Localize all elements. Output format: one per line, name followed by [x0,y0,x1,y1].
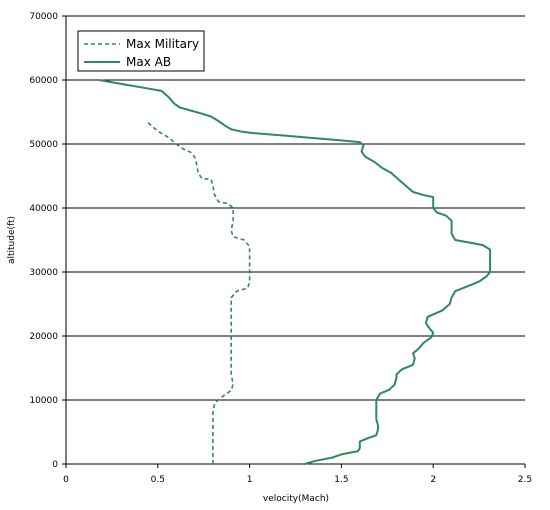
x-tick-label: 1.5 [334,475,348,485]
y-tick-label: 40000 [29,204,58,214]
y-tick-label: 50000 [29,140,58,150]
y-tick-label: 0 [52,460,58,470]
y-axis-title: altitude(ft) [7,216,17,264]
series-line-max-military [146,120,251,464]
legend: Max Military Max AB [77,30,205,72]
series-group [98,79,492,465]
x-tick-label: 0 [63,475,69,485]
x-tick-label: 1 [247,475,253,485]
series-line-max-ab [98,79,492,465]
y-tick-label: 10000 [29,396,58,406]
grid-lines [66,15,525,401]
y-tick-label: 20000 [29,332,58,342]
y-tick-label: 30000 [29,268,58,278]
plot-area [66,16,525,464]
legend-box [77,30,205,72]
x-axis-title: velocity(Mach) [263,494,329,504]
legend-label-max-ab: Max AB [126,55,171,69]
x-tick-label: 0.5 [151,475,165,485]
y-tick-label: 70000 [29,12,58,22]
y-tick-label: 60000 [29,76,58,86]
x-tick-label: 2 [430,475,436,485]
x-axis-ticks: 0 0.5 1 1.5 2 2.5 [63,464,532,485]
x-tick-label: 2.5 [518,475,532,485]
y-axis-ticks: 0 10000 20000 30000 40000 50000 60000 70000 [29,12,66,470]
axes [65,16,525,465]
legend-label-max-military: Max Military [126,37,199,51]
